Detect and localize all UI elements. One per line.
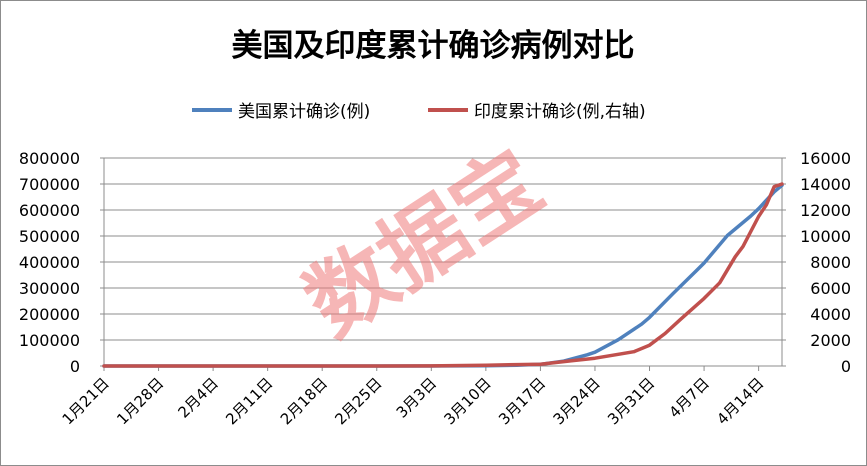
legend: 美国累计确诊(例) 印度累计确诊(例,右轴) (192, 102, 646, 122)
x-tick-label: 1月21日 (59, 374, 113, 428)
y-left-tick-label: 500000 (19, 227, 80, 246)
y-right-tick-label: 12000 (800, 201, 851, 220)
y-axis-right: 0 2000 4000 6000 8000 10000 12000 14000 16000 (781, 149, 851, 376)
x-tick-label: 4月7日 (665, 374, 712, 421)
chart-title: 美国及印度累计确诊病例对比 (232, 28, 635, 64)
y-right-tick-label: 8000 (810, 253, 851, 272)
y-right-tick-label: 16000 (800, 149, 851, 168)
watermark: 数据宝 (289, 131, 560, 355)
y-right-tick-label: 4000 (810, 305, 851, 324)
y-right-tick-label: 10000 (800, 227, 851, 246)
x-axis: 1月21日 1月28日 2月4日 2月11日 2月18日 2月25日 3月3日 3月10日 3月… (59, 365, 782, 428)
y-left-tick-label: 600000 (19, 201, 80, 220)
y-right-tick-label: 6000 (810, 279, 851, 298)
x-tick-label: 3月3日 (393, 374, 440, 421)
y-right-tick-label: 2000 (810, 331, 851, 350)
y-axis-left: 0 100000 200000 300000 400000 500000 600000 700… (19, 149, 105, 376)
y-left-tick-label: 800000 (19, 149, 80, 168)
y-left-tick-label: 400000 (19, 253, 80, 272)
x-tick-label: 4月14日 (713, 374, 767, 428)
series-line-india (102, 182, 784, 368)
series-lines (102, 182, 784, 368)
legend-label-us: 美国累计确诊(例) (238, 102, 370, 122)
legend-label-india: 印度累计确诊(例,右轴) (474, 102, 646, 122)
y-left-tick-label: 100000 (19, 331, 80, 350)
x-tick-label: 1月28日 (113, 374, 167, 428)
x-tick-label: 2月25日 (331, 374, 385, 428)
x-tick-label: 3月17日 (495, 374, 549, 428)
y-left-tick-label: 200000 (19, 305, 80, 324)
x-tick-label: 2月11日 (222, 374, 276, 428)
y-left-tick-label: 700000 (19, 175, 80, 194)
y-right-tick-label: 0 (841, 357, 851, 376)
x-tick-label: 2月4日 (174, 374, 221, 421)
x-tick-label: 3月10日 (440, 374, 494, 428)
x-tick-label: 3月31日 (604, 374, 658, 428)
y-right-tick-label: 14000 (800, 175, 851, 194)
y-left-tick-label: 300000 (19, 279, 80, 298)
x-tick-label: 3月24日 (550, 374, 604, 428)
x-tick-label: 2月18日 (277, 374, 331, 428)
y-left-tick-label: 0 (70, 357, 80, 376)
